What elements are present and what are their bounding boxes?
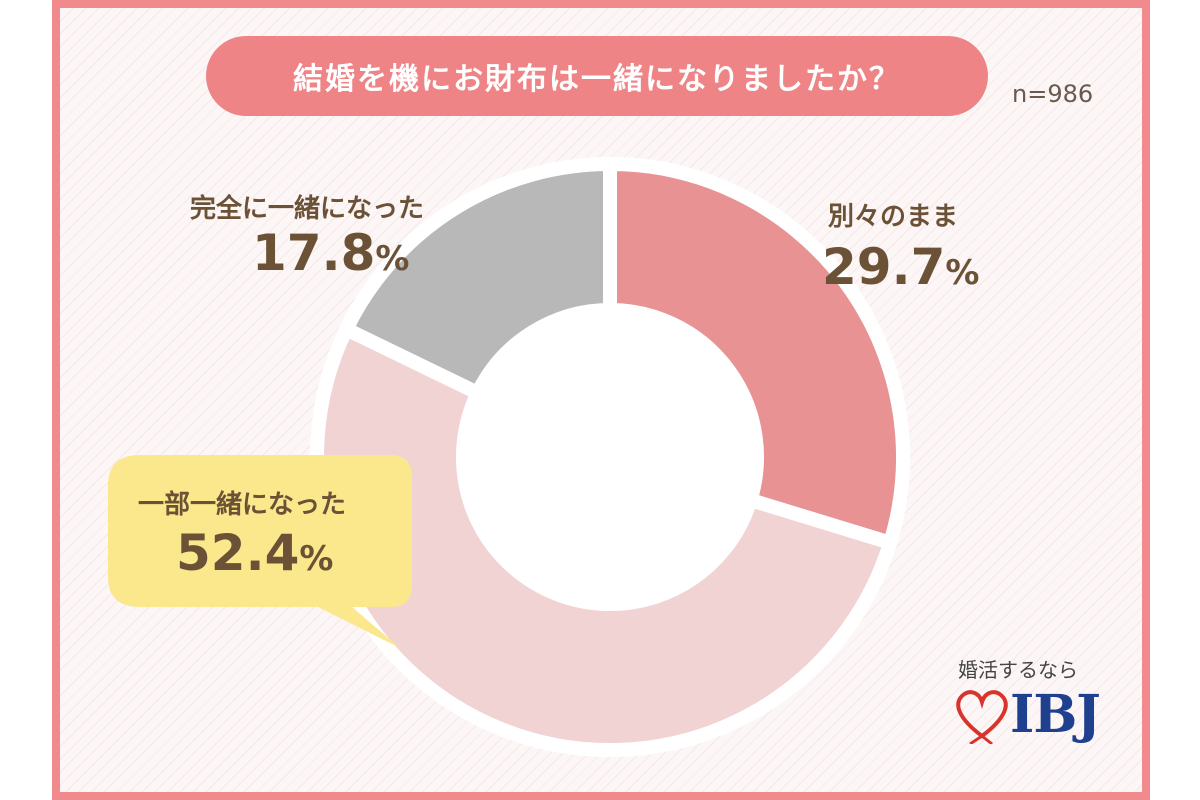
value-separate-number: 29.7	[822, 238, 946, 296]
chart-title: 結婚を機にお財布は一緒になりましたか？	[206, 36, 988, 116]
slice-partial	[310, 319, 899, 757]
value-full: 17.8%	[252, 224, 409, 282]
value-full-unit: %	[375, 239, 410, 279]
label-separate: 別々のまま	[828, 202, 959, 232]
callout-shape	[108, 455, 412, 648]
value-full-number: 17.8	[252, 224, 376, 282]
sample-size: n=986	[1012, 80, 1094, 108]
value-partial-unit: %	[299, 539, 334, 579]
slice-full	[336, 156, 617, 403]
value-partial-number: 52.4	[176, 524, 300, 582]
label-full: 完全に一緒になった	[190, 194, 425, 224]
brand-name: IBJ	[1010, 684, 1101, 745]
label-partial: 一部一緒になった	[138, 490, 347, 520]
value-separate: 29.7%	[822, 238, 979, 296]
slice-separate	[603, 156, 910, 552]
value-separate-unit: %	[945, 253, 980, 293]
donut-hole	[469, 316, 751, 598]
brand-tagline: 婚活するなら	[958, 658, 1078, 682]
value-partial: 52.4%	[176, 524, 333, 582]
heart-logo-icon	[956, 690, 1008, 744]
